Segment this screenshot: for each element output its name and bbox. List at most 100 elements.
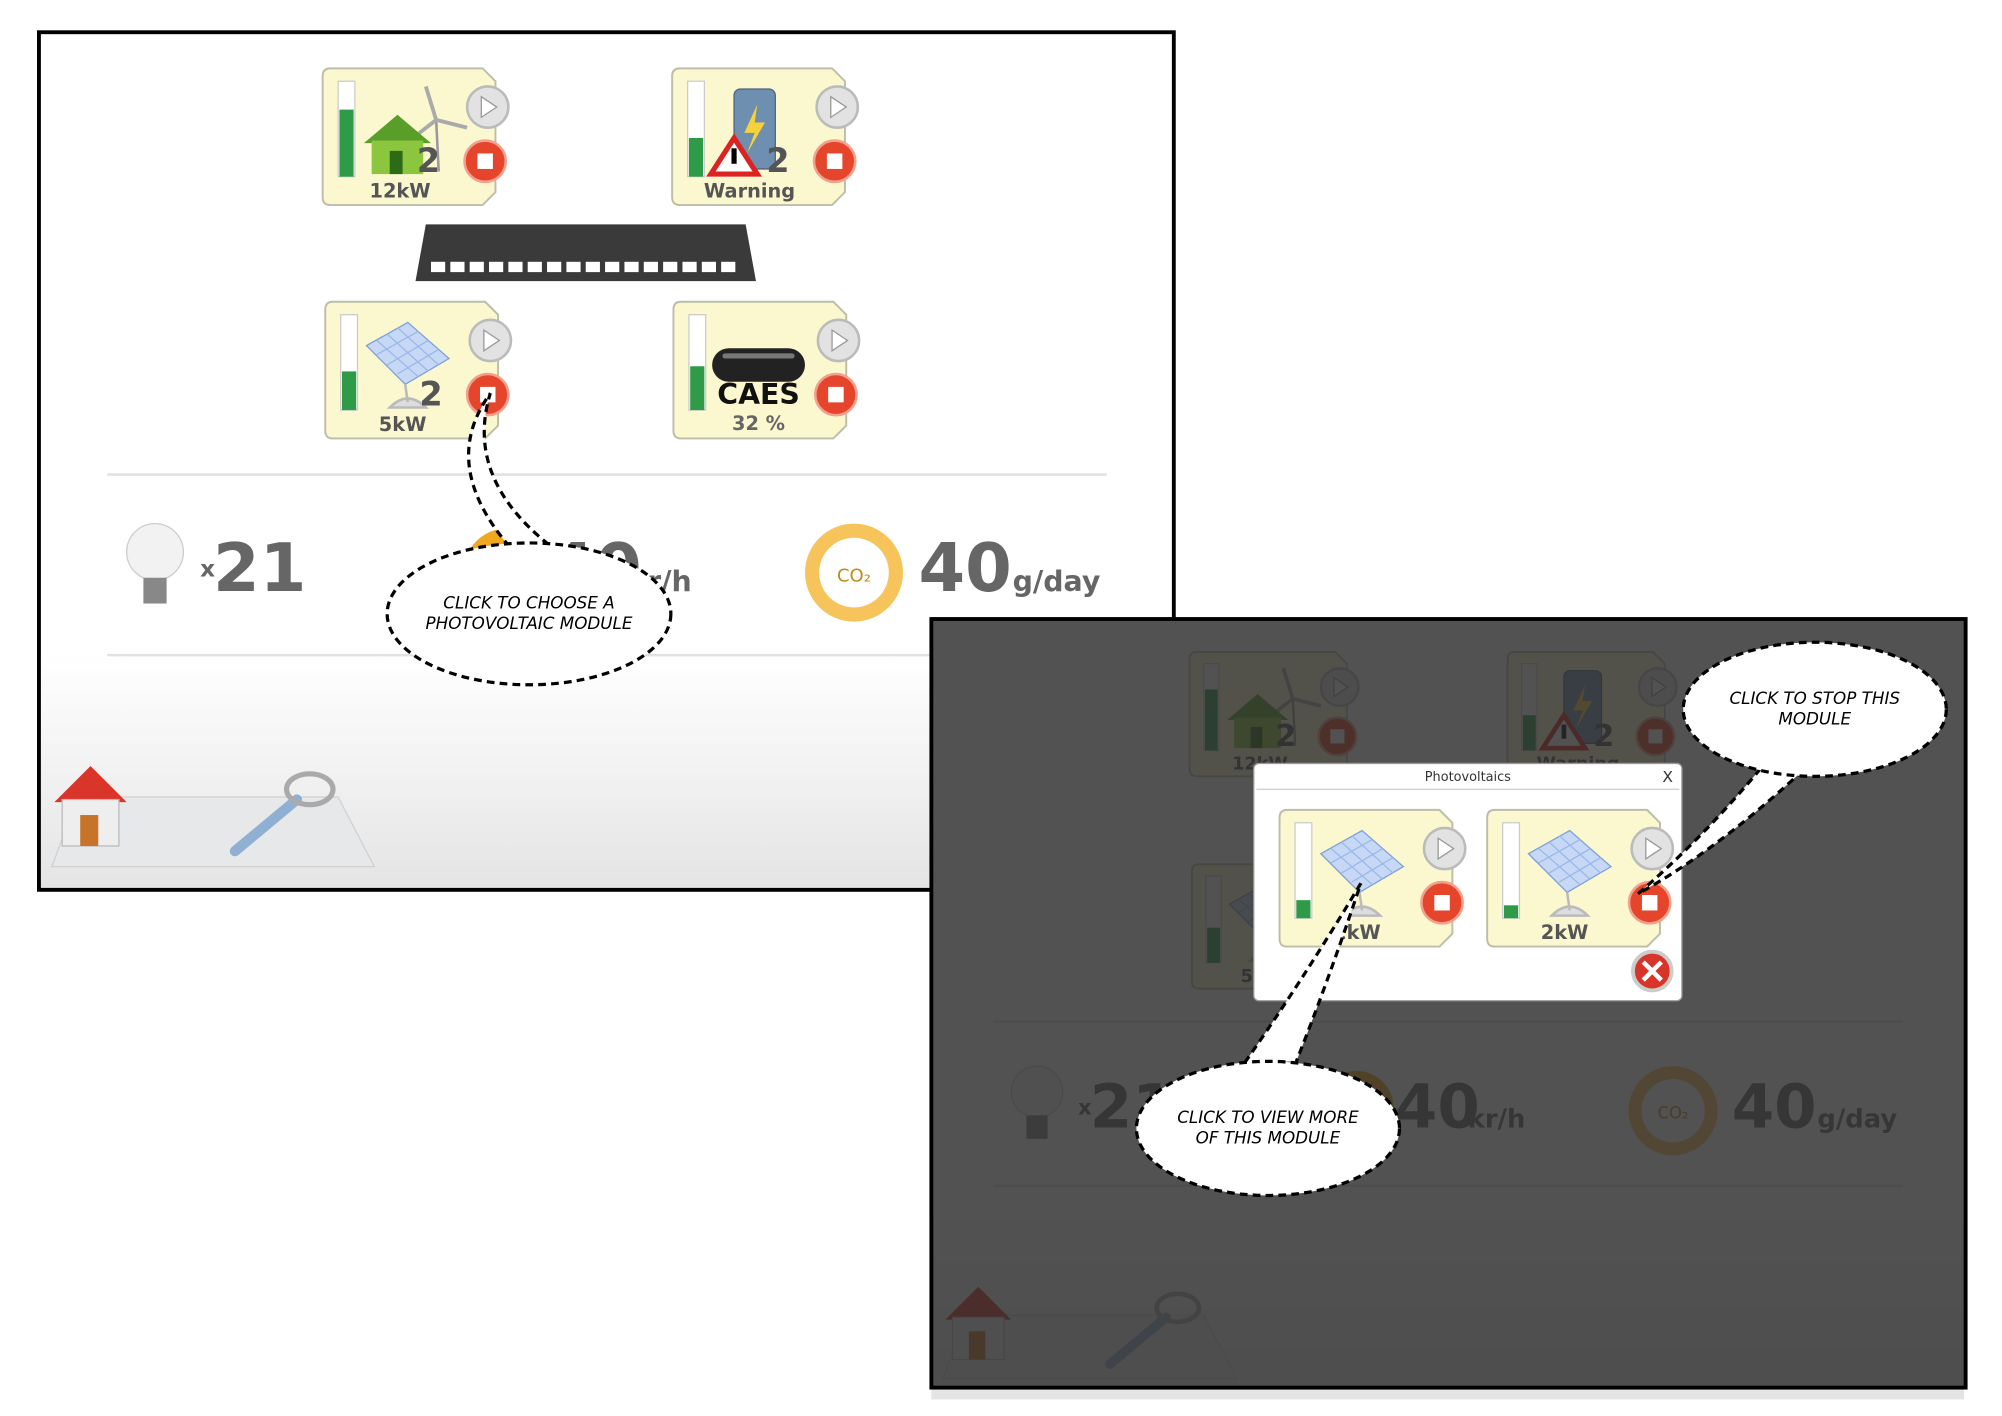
play-icon [831, 328, 849, 352]
house-door [389, 150, 403, 175]
play-button[interactable] [1422, 826, 1467, 871]
co2-icon-inner [819, 537, 889, 608]
co2-unit: g/day [1013, 565, 1101, 598]
callout-tail [1637, 767, 1801, 896]
close-button[interactable] [1630, 949, 1674, 993]
level-gauge [1502, 822, 1521, 919]
play-button[interactable] [815, 85, 860, 129]
play-button[interactable] [465, 85, 510, 129]
callout-text: CLICK TO STOP THIS [1729, 688, 1900, 708]
stop-icon [479, 386, 496, 403]
play-icon [830, 95, 848, 119]
switch-port [682, 261, 697, 273]
stop-icon [828, 386, 844, 403]
callout-bubble [1134, 1059, 1402, 1198]
solar-stand [1548, 892, 1591, 917]
module-name: CAES [717, 378, 800, 411]
module-sublabel: 32 % [732, 412, 785, 435]
tank-shine [722, 353, 795, 359]
stop-button[interactable] [812, 139, 857, 184]
switch-port [508, 261, 523, 273]
switch-port [527, 261, 542, 273]
play-icon [483, 328, 501, 352]
home-door [80, 815, 99, 846]
dialog-close[interactable]: X [1662, 768, 1673, 786]
warning-mark [731, 148, 737, 164]
switch-port [585, 261, 600, 273]
play-button[interactable] [1630, 826, 1675, 871]
bolt [744, 104, 765, 154]
play-icon [480, 95, 498, 119]
switch-port [450, 261, 465, 273]
switch-port [469, 261, 484, 273]
co2-icon-label: CO₂ [837, 565, 871, 586]
solar-stand [386, 384, 429, 409]
stop-icon [477, 153, 493, 169]
callout-text: MODULE [1778, 709, 1851, 729]
module-count: 2 [766, 141, 789, 180]
stop-icon [1434, 894, 1450, 911]
home-button[interactable] [54, 766, 127, 847]
stop-button[interactable] [465, 372, 510, 417]
module-label: 2kW [1541, 921, 1589, 944]
dialog-title: Photovoltaics [1425, 770, 1511, 785]
stop-button[interactable] [463, 139, 508, 184]
module-label: 12kW [369, 180, 430, 203]
turbine-pole [434, 119, 441, 172]
module-label: 5kW [379, 413, 427, 436]
bulb-base [143, 577, 167, 604]
switch-port [624, 261, 639, 273]
switch-port [489, 261, 504, 273]
callout-tail [1243, 882, 1363, 1064]
switch-port [605, 261, 620, 273]
tank [712, 348, 805, 382]
callout-tail [466, 392, 550, 548]
stop-button[interactable] [1420, 880, 1464, 925]
bulb-glass [125, 522, 185, 581]
module-card[interactable]: 2kW [1486, 808, 1675, 948]
level-fill [688, 137, 704, 177]
callout-text: PHOTOVOLTAIC MODULE [426, 613, 633, 633]
callout-text: CLICK TO VIEW MORE [1177, 1107, 1359, 1127]
solar-grid [376, 327, 440, 378]
key-shaft [229, 794, 303, 857]
module-card[interactable]: 2kW [1278, 808, 1467, 948]
switch-port [721, 261, 736, 273]
switch-port [663, 261, 678, 273]
switch-port [430, 261, 446, 273]
dialog: Photovoltaics X 2kW 2kW [1253, 762, 1683, 1002]
module-label: Warning [704, 180, 795, 203]
stop-button[interactable] [814, 372, 858, 417]
switch-port [643, 261, 658, 273]
callout-text: CLICK TO CHOOSE A [443, 593, 614, 613]
callout-bubble [1681, 640, 1948, 778]
module-count: 2 [417, 141, 440, 180]
solar-grid [1538, 835, 1602, 886]
switch-port [566, 261, 581, 273]
switch-port [701, 261, 716, 273]
home-roof [54, 766, 127, 803]
play-button[interactable] [816, 318, 861, 363]
left-frame [37, 30, 1176, 892]
level-fill [339, 109, 354, 177]
level-fill [342, 371, 357, 411]
level-fill [1503, 905, 1519, 919]
right-frame [929, 617, 1968, 1390]
switch [415, 224, 756, 282]
play-icon [1645, 837, 1663, 861]
play-icon [1437, 837, 1455, 861]
key-ring [283, 771, 336, 808]
play-button[interactable] [468, 318, 513, 363]
key-button[interactable] [229, 771, 336, 857]
house-roof [363, 114, 431, 144]
